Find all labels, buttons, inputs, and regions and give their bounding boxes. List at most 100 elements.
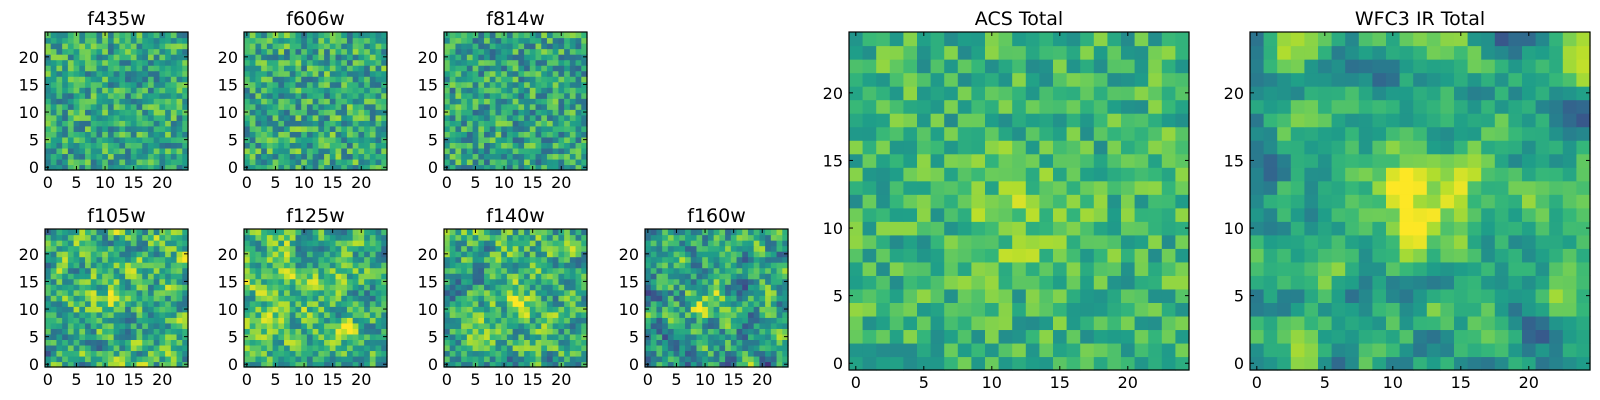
heatmap-cell [142, 267, 149, 274]
heatmap-cell [489, 234, 497, 241]
heatmap-cell [306, 120, 314, 127]
heatmap-cell [564, 65, 571, 72]
heatmap-cell [501, 333, 508, 340]
heatmap-cell [142, 147, 149, 155]
heatmap-cell [249, 355, 257, 363]
heatmap-cell [67, 98, 75, 105]
heatmap-cell [96, 147, 103, 155]
heatmap-cell [341, 273, 348, 280]
heatmap-cell [444, 147, 451, 155]
heatmap-cell [147, 136, 155, 143]
heatmap-cell [546, 87, 554, 94]
heatmap-cell [849, 261, 864, 276]
heatmap-cell [50, 284, 58, 291]
heatmap-cell [45, 284, 52, 291]
heatmap-cell [489, 339, 497, 346]
heatmap-cell [685, 350, 692, 357]
heatmap-cell [849, 248, 864, 263]
heatmap-cell [324, 256, 331, 263]
heatmap-cell [512, 273, 519, 280]
heatmap-cell [358, 240, 365, 247]
heatmap-cell [375, 65, 382, 72]
heatmap-cell [501, 81, 508, 88]
heatmap-cell [301, 114, 308, 121]
heatmap-cell [930, 342, 945, 358]
heatmap-cell [484, 289, 491, 296]
heatmap-cell [176, 48, 183, 55]
heatmap-cell [512, 251, 519, 258]
heatmap-cell [535, 109, 542, 116]
heatmap-cell [529, 328, 537, 335]
heatmap-cell [696, 251, 703, 258]
heatmap-cell [650, 333, 658, 340]
heatmap-cell [495, 234, 502, 241]
heatmap-cell [930, 180, 945, 195]
heatmap-cell [696, 240, 703, 247]
heatmap-cell [153, 251, 160, 258]
heatmap-cell [96, 284, 103, 291]
heatmap-cell [917, 153, 932, 168]
heatmap-cell [244, 59, 251, 66]
heatmap-cell [381, 98, 388, 105]
heatmap-cell [341, 245, 348, 252]
heatmap-cell [147, 114, 155, 121]
heatmap-cell [62, 59, 69, 66]
heatmap-cell [261, 70, 268, 77]
heatmap-cell [662, 256, 669, 263]
heatmap-cell [903, 180, 918, 195]
heatmap-cell [564, 278, 571, 285]
heatmap-cell [289, 251, 297, 258]
heatmap-cell [776, 262, 783, 269]
heatmap-cell [569, 350, 577, 357]
heatmap-cell [284, 164, 291, 171]
heatmap-cell [679, 306, 686, 313]
heatmap-cell [335, 355, 342, 363]
heatmap-cell [85, 70, 92, 77]
heatmap-cell [713, 234, 720, 241]
heatmap-cell [1134, 221, 1149, 236]
heatmap-cell [564, 136, 571, 143]
heatmap-cell [546, 103, 554, 110]
heatmap-cell [352, 70, 359, 77]
heatmap-cell [272, 48, 279, 55]
heatmap-cell [261, 92, 268, 99]
heatmap-cell [176, 289, 183, 296]
heatmap-cell [119, 289, 126, 296]
heatmap-cell [346, 65, 354, 72]
heatmap-cell [153, 136, 160, 143]
heatmap-cell [318, 120, 325, 127]
heatmap-cell [85, 289, 92, 296]
heatmap-cell [165, 300, 172, 307]
heatmap-cell [352, 76, 359, 83]
heatmap-cell [495, 131, 502, 138]
heatmap-cell [375, 306, 382, 313]
heatmap-cell [119, 273, 126, 280]
heatmap-cell [45, 262, 52, 269]
heatmap-cell [62, 234, 69, 241]
heatmap-cell [719, 262, 726, 269]
heatmap-cell [346, 70, 354, 77]
heatmap-cell [375, 355, 382, 363]
heatmap-cell [753, 355, 760, 363]
heatmap-cell [352, 333, 359, 340]
heatmap-cell [165, 355, 172, 363]
heatmap-cell [165, 153, 172, 160]
heatmap-cell [79, 361, 86, 368]
heatmap-cell [364, 125, 371, 132]
heatmap-cell [369, 136, 377, 143]
x-tick-label: 20 [551, 173, 571, 192]
heatmap-cell [102, 114, 109, 121]
heatmap-cell [67, 361, 75, 368]
heatmap-cell [255, 147, 262, 155]
heatmap-cell [518, 278, 525, 285]
heatmap-cell [142, 76, 149, 83]
heatmap-cell [725, 344, 732, 352]
heatmap-cell [130, 333, 138, 340]
heatmap-cell [130, 131, 138, 138]
heatmap-cell [284, 344, 291, 352]
heatmap-cell [341, 289, 348, 296]
heatmap-cell [736, 251, 743, 258]
heatmap-cell [564, 81, 571, 88]
heatmap-cell [512, 147, 519, 155]
heatmap-cell [569, 300, 577, 307]
